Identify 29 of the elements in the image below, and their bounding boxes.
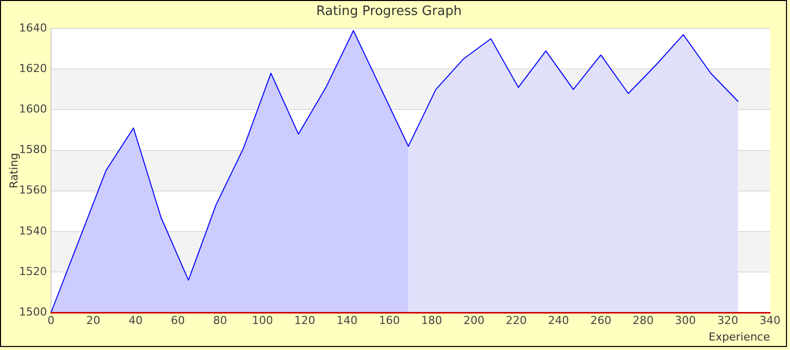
x-axis-title: Experience: [708, 330, 770, 344]
x-tick-label: 220: [506, 314, 527, 328]
x-tick-label: 180: [421, 314, 442, 328]
x-tick-label: 20: [86, 314, 100, 328]
y-tick-label: 1560: [19, 184, 47, 197]
x-tick-label: 340: [760, 314, 780, 328]
y-tick-label: 1600: [19, 102, 47, 116]
y-tick-label: 1520: [19, 264, 47, 278]
y-tick-label: 1500: [19, 305, 47, 318]
x-tick-label: 320: [717, 314, 738, 328]
x-tick-label: 280: [632, 314, 654, 328]
x-tick-label: 160: [378, 314, 400, 328]
x-tick-label: 40: [128, 314, 143, 328]
x-tick-label: 260: [590, 314, 612, 328]
x-tick-label: 80: [213, 314, 228, 328]
y-tick-label: 1620: [19, 62, 47, 76]
y-tick-label: 1640: [19, 21, 47, 34]
y-tick-label: 1540: [19, 224, 47, 238]
y-axis-title: Rating: [7, 152, 20, 188]
x-tick-label: 200: [463, 314, 484, 328]
x-tick-label: 120: [294, 314, 316, 328]
chart-title: Rating Progress Graph: [316, 4, 462, 20]
x-tick-label: 60: [170, 314, 185, 328]
x-tick-label: 300: [674, 314, 696, 328]
x-tick-label: 100: [252, 314, 273, 328]
y-tick-label: 1580: [19, 143, 47, 156]
x-tick-label: 0: [48, 314, 54, 328]
x-tick-label: 240: [548, 314, 570, 328]
x-tick-label: 140: [336, 314, 358, 328]
